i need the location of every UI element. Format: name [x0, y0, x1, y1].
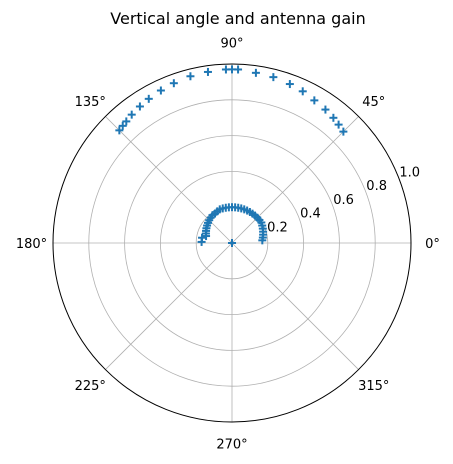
data-point [310, 96, 319, 105]
data-point [135, 102, 144, 111]
data-point [169, 79, 178, 88]
data-point [269, 73, 278, 82]
angular-grid-line [105, 116, 233, 244]
angle-tick-label: 225° [75, 379, 106, 394]
data-point [122, 117, 131, 126]
angular-grid-line [231, 116, 359, 244]
data-point [251, 68, 260, 77]
data-points [115, 65, 348, 247]
polar-frame [52, 63, 412, 423]
angle-tick-label: 135° [75, 95, 106, 110]
radial-tick-label: 0.4 [300, 207, 321, 222]
data-point [144, 94, 153, 103]
data-point [202, 232, 211, 241]
data-point [156, 86, 165, 95]
radial-tick-label: 0.6 [333, 193, 354, 208]
angular-grid-line [105, 242, 233, 370]
angle-tick-label: 90° [220, 37, 243, 52]
data-point [221, 65, 230, 74]
radial-tick-label: 1.0 [399, 165, 420, 180]
radial-tick-label: 0.2 [267, 220, 288, 235]
angle-tick-label: 315° [358, 379, 389, 394]
data-point [203, 67, 212, 76]
angle-tick-label: 45° [362, 95, 385, 110]
angle-tick-label: 180° [16, 237, 47, 252]
data-point [118, 121, 127, 130]
data-point [321, 105, 330, 114]
radial-tick-label: 0.8 [366, 179, 387, 194]
data-point [298, 87, 307, 96]
data-point [115, 126, 124, 135]
chart-title: Vertical angle and antenna gain [110, 9, 365, 28]
data-point [127, 110, 136, 119]
data-point [186, 72, 195, 81]
angular-grid-line [231, 242, 359, 370]
tick-labels: 0° 45° 90° 135° 180° 225° 270° 315° 0.2 0.4 0.6 0.8… [16, 37, 440, 453]
data-point [329, 113, 338, 122]
data-point [339, 127, 348, 136]
data-point [334, 120, 343, 129]
data-point [228, 239, 236, 247]
angle-tick-label: 270° [216, 437, 247, 452]
data-point [197, 237, 206, 246]
angle-tick-label: 0° [425, 237, 440, 252]
data-point [285, 80, 294, 89]
